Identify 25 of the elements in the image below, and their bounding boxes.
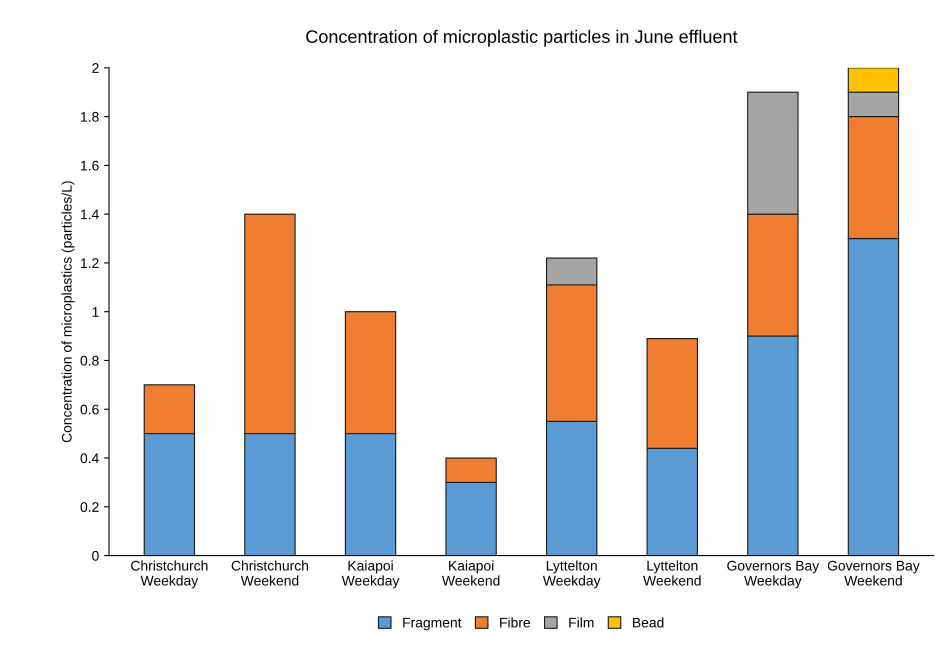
- y-axis-title: Concentration of microplastics (particles/L): [61, 181, 74, 442]
- y-tick-label: 2: [92, 63, 99, 73]
- y-tick-label: 1.4: [81, 210, 99, 220]
- y-tick-label: 1: [92, 307, 99, 317]
- y-tick-label: 1.2: [81, 258, 99, 268]
- x-tick-label: Governors Bay Weekend: [828, 560, 920, 586]
- y-tick-label: 0.6: [80, 404, 99, 414]
- y-tick-label: 0.2: [80, 502, 99, 512]
- legend-label: Fibre: [500, 617, 530, 628]
- y-tick-label: 1.6: [81, 160, 99, 171]
- y-tick-label: 0: [92, 550, 99, 561]
- x-tick-label: Christchurch Weekend: [232, 560, 308, 586]
- y-tick-label: 0.4: [80, 453, 99, 464]
- x-tick-label: Kaiapoi Weekend: [442, 560, 500, 586]
- chart-title: Concentration of microplastic particles in June effluent: [306, 30, 738, 47]
- y-tick-label: 1.8: [81, 112, 99, 122]
- legend-label: Film: [569, 617, 594, 628]
- legend-label: Bead: [633, 617, 664, 628]
- x-tick-label: Lyttelton Weekend: [643, 560, 701, 586]
- x-tick-label: Governors Bay Weekday: [727, 560, 820, 588]
- y-tick-label: 0.8: [80, 356, 99, 366]
- legend-label: Fragment: [403, 618, 462, 630]
- x-tick-label: Christchurch Weekday: [131, 560, 208, 588]
- x-tick-label: Kaiapoi Weekday: [342, 560, 400, 588]
- x-tick-label: Lyttelton Weekday: [542, 560, 600, 588]
